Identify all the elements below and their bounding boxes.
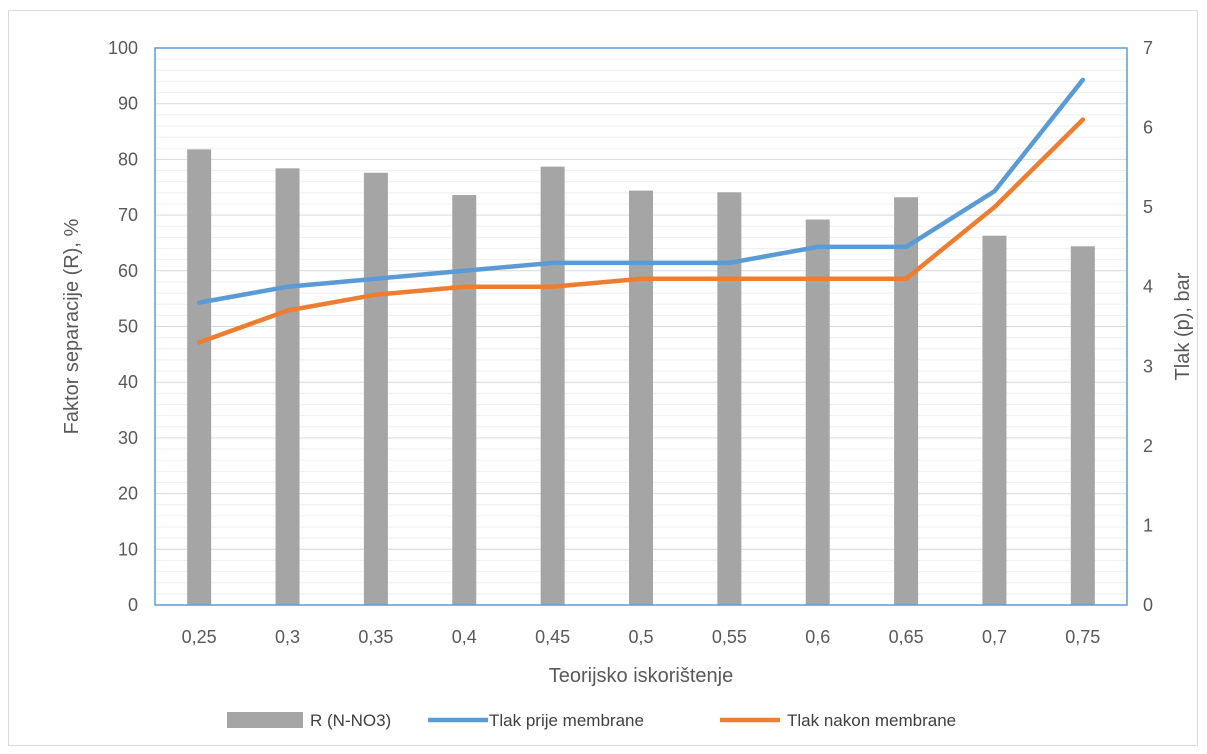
x-tick-label: 0,65 [889,627,924,647]
y2-tick-label: 5 [1143,197,1153,217]
x-tick-label: 0,55 [712,627,747,647]
x-tick-label: 0,45 [535,627,570,647]
y-tick-label: 10 [118,539,138,559]
series-line [196,117,1086,345]
bar [1070,246,1095,606]
legend-label: Tlak prije membrane [489,711,644,730]
bar [275,168,300,605]
y-tick-label: 60 [118,261,138,281]
y-tick-label: 20 [118,484,138,504]
x-tick-label: 0,5 [628,627,653,647]
bar [187,149,212,605]
bar [452,195,477,605]
tick-labels: 0 10 20 30 40 50 60 70 80 90 100 0 1 2 3 4 5 6 7 0,25 0,3 0,3… [108,38,1153,647]
bar [894,197,919,605]
series-line [196,77,1086,305]
y-tick-label: 100 [108,38,138,58]
bar [540,166,565,606]
x-tick-label: 0,4 [452,627,477,647]
x-tick-label: 0,6 [805,627,830,647]
y-tick-label: 80 [118,149,138,169]
legend-label: R (N-NO3) [310,711,391,730]
y2-tick-label: 3 [1143,356,1153,376]
y-tick-label: 0 [128,595,138,615]
legend: R (N-NO3) Tlak prije membrane Tlak nakon m… [227,711,956,730]
legend-swatch [227,712,303,728]
legend-label: Tlak nakon membrane [787,711,956,730]
line-series [196,77,1086,345]
y2-axis-title: Tlak (p), bar [1172,272,1194,380]
y2-tick-label: 4 [1143,277,1153,297]
y2-tick-label: 0 [1143,595,1153,615]
bar [805,219,830,605]
y-tick-label: 30 [118,428,138,448]
x-tick-label: 0,75 [1065,627,1100,647]
y-tick-label: 50 [118,317,138,337]
y-tick-label: 40 [118,372,138,392]
y2-tick-label: 6 [1143,118,1153,138]
y-tick-label: 70 [118,205,138,225]
x-tick-label: 0,7 [982,627,1007,647]
x-axis-title: Teorijsko iskorištenje [549,665,734,687]
y2-tick-label: 7 [1143,38,1153,58]
bar [717,192,742,605]
plot-area-border [154,47,1128,606]
bar [982,235,1007,606]
x-tick-label: 0,3 [275,627,300,647]
y-tick-label: 90 [118,94,138,114]
bar-series [187,149,1095,606]
y-axis-title: Faktor separacije (R), % [61,218,83,434]
x-tick-label: 0,25 [182,627,217,647]
y2-tick-label: 2 [1143,436,1153,456]
bar [363,172,388,605]
bar [629,190,653,606]
x-tick-label: 0,35 [358,627,393,647]
y2-tick-label: 1 [1143,515,1153,535]
